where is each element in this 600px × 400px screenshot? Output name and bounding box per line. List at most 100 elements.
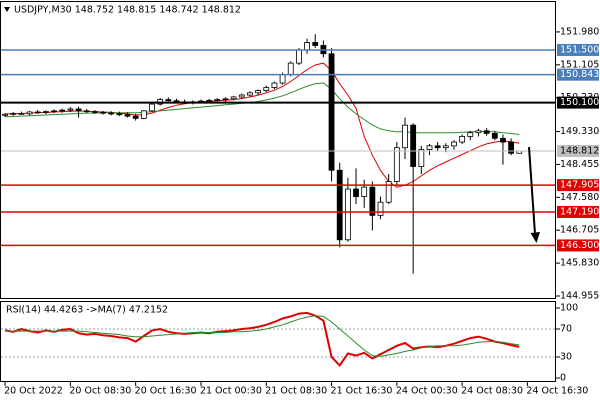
candle-body [247,92,253,96]
candle-body [42,111,49,113]
candle-body [287,62,294,75]
price-panel-frame [0,1,556,299]
candle-body [344,188,351,241]
y-tick-label: 145.830 [560,258,599,269]
level-label: 150.100 [560,97,599,108]
y-tick-label: 146.705 [560,225,599,236]
y-tick-label: 149.330 [560,126,599,137]
candle-body [18,113,25,115]
candle-body [508,141,515,154]
y-tick-label: 151.105 [560,59,599,70]
x-tick-label: 21 Oct 08:30 [265,386,327,397]
candle-body [116,113,123,116]
moving-average [5,62,520,188]
candle-body [108,112,115,115]
candle-body [402,124,408,149]
last-price-label: 148.812 [560,146,599,157]
candle-body [26,111,33,115]
annotation-arrow-head [530,232,540,243]
level-label: 150.843 [560,69,599,80]
candle-body [279,73,286,84]
candle-body [491,133,498,139]
candle-body [361,186,368,197]
y-tick-label: 144.955 [560,290,599,301]
y-tick-label: 148.455 [560,159,599,170]
x-tick-label: 24 Oct 08:30 [461,386,523,397]
candle-body [312,42,319,46]
annotation-arrow [528,146,536,235]
candle-body [467,132,474,137]
candle-body [393,147,400,182]
level-label: 146.300 [560,240,599,251]
menu-triangle[interactable] [4,7,10,12]
candle-body [483,130,490,134]
candle-body [59,109,66,112]
candle-body [328,53,335,171]
level-label: 147.905 [560,180,599,191]
candle-body [459,136,466,143]
candle-body [83,110,90,113]
level-label: 151.500 [560,44,599,55]
candle-body [67,108,74,111]
candle-body [149,103,155,112]
candle-body [2,113,8,116]
price-panel: 151.980151.105150.230149.330148.455147.5… [1,26,599,301]
candle-body [263,87,270,91]
x-tick-label: 20 Oct 08:30 [69,386,131,397]
level-box [557,239,599,252]
candle-body [165,99,172,102]
x-tick-label: 21 Oct 16:30 [331,386,393,397]
moving-average [5,82,520,135]
level-label: 147.190 [560,206,599,217]
candle-body [426,145,433,150]
x-tick-label: 20 Oct 2022 [4,386,63,397]
candle-body [271,82,278,88]
y-tick-label: 147.580 [560,192,599,203]
rsi-panel-frame [0,301,556,382]
candle-body [51,110,57,113]
level-box [557,205,599,218]
candle-body [475,130,482,134]
candle-body [418,149,425,167]
candle-body [442,145,449,149]
y-tick-label: 100 [560,303,578,314]
candle-body [377,201,384,216]
level-box [557,179,599,192]
candle-body [353,188,359,197]
indicator-title: RSI(14) 44.4263 ->MA(7) 47.2152 [6,305,168,316]
candle-body [336,169,343,241]
y-tick-label: 30 [560,352,572,363]
indicator-line [5,315,520,357]
candle-body [230,96,237,100]
candle-body [214,99,221,101]
candle-body [304,42,310,51]
y-tick-label: 151.980 [560,26,599,37]
x-tick-label: 21 Oct 00:30 [200,386,262,397]
candle-body [100,111,106,114]
candle-body [124,114,131,117]
candle-body [255,90,261,94]
x-tick-label: 24 Oct 16:30 [526,386,588,397]
candle-body [410,124,417,167]
chart-title: USDJPY,M30 148.752 148.815 148.742 148.8… [14,5,241,16]
rsi-panel: 100 70 30 0 20 Oct 2022 20 Oct 08:30 20 Oct 16… [1,303,588,397]
x-tick-label: 24 Oct 00:30 [396,386,458,397]
candle-body [385,181,392,203]
candle-body [500,137,506,143]
indicator-line [4,311,520,367]
level-box [557,68,599,81]
level-box [557,96,599,109]
last-price-box [557,145,599,158]
candle-body [10,113,17,115]
candle-body [296,49,302,64]
candle-body [369,186,376,216]
candle-body [34,111,41,114]
candle-body [206,99,213,102]
y-tick-label: 0 [560,373,566,384]
x-tick-label: 20 Oct 16:30 [135,386,197,397]
candle-body [140,110,147,119]
candle-body [132,115,139,119]
level-box [557,43,599,56]
candle-body [451,141,457,147]
